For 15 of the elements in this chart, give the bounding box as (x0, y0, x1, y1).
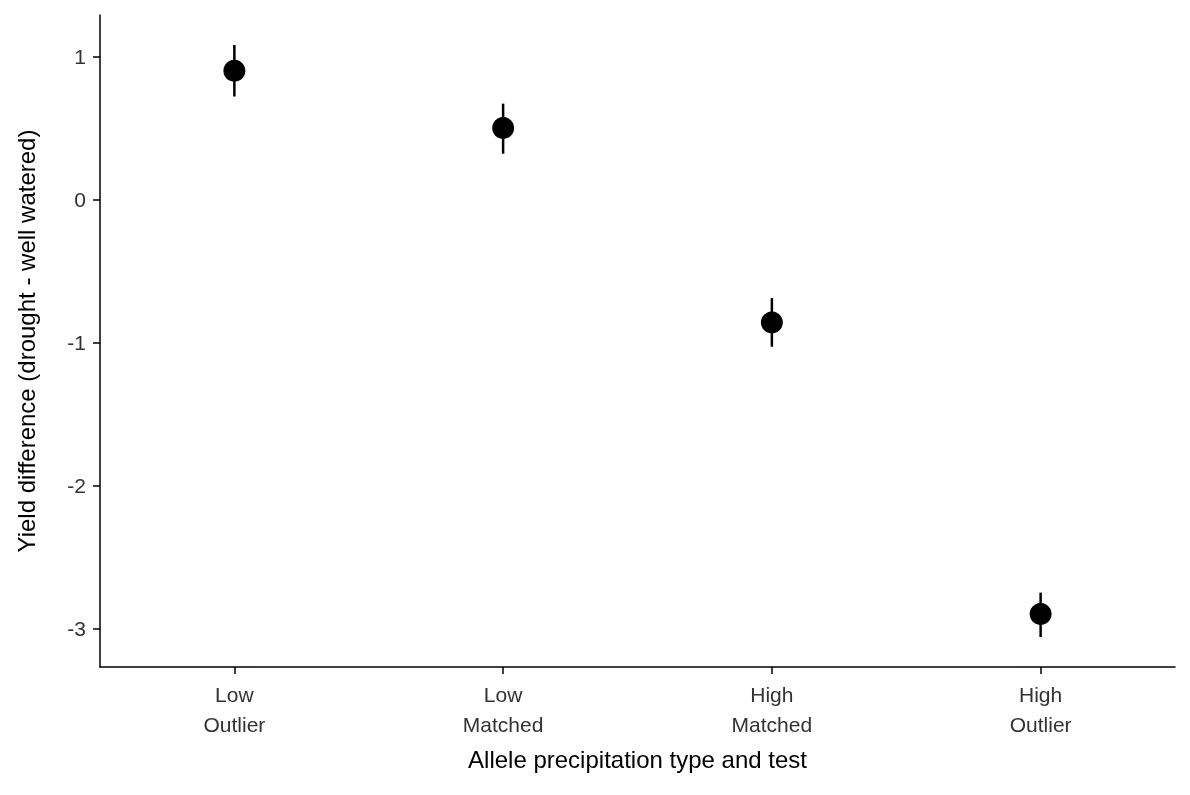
point (1029, 603, 1052, 626)
point (760, 311, 783, 334)
x-tick-label: High Matched (731, 682, 813, 736)
y-tick-label: -1 (67, 330, 86, 354)
point (492, 116, 515, 139)
x-axis-title: Allele precipitation type and test (468, 745, 808, 773)
point (223, 59, 246, 82)
y-tick-label: 1 (74, 44, 86, 68)
x-tick-label: Low Matched (462, 682, 544, 736)
y-tick-label: 0 (74, 187, 86, 211)
x-tick-label: Low Outlier (203, 682, 266, 736)
y-axis-title: Yield difference (drought - well watered) (12, 129, 40, 553)
x-tick-label: High Outlier (1009, 682, 1072, 736)
y-tick-label: -2 (67, 473, 86, 497)
y-tick-label: -3 (67, 616, 86, 640)
